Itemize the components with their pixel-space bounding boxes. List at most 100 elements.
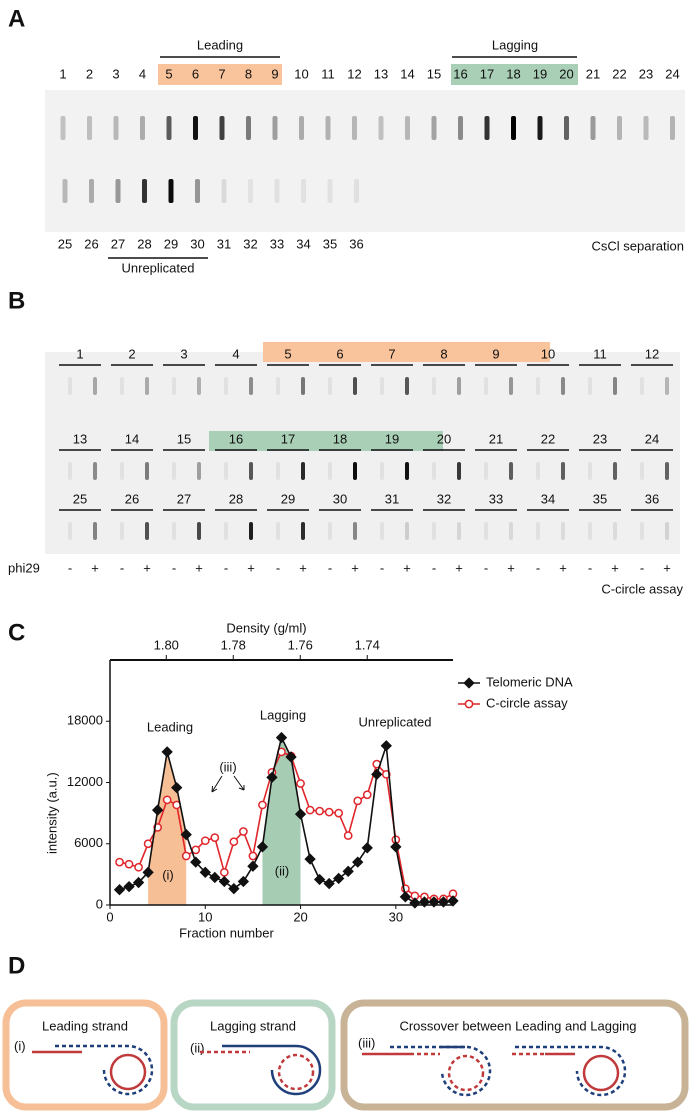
phi29-plus: + [195,560,203,575]
annotation: (iii) [219,759,236,774]
lane-number: 21 [586,66,600,81]
gel-band-minus [172,522,176,540]
gel-band-minus [172,377,176,395]
point [124,859,134,869]
lane-number: 34 [296,236,310,251]
lane-number: 1 [59,66,66,81]
point [463,677,475,689]
lane-number: 27 [177,491,191,506]
lane-number: 3 [180,346,187,361]
gel-band [301,377,305,395]
phi29-label: phi29 [8,560,40,575]
lane-number: 7 [218,66,225,81]
phi29-plus: + [299,560,307,575]
phi29-plus: + [559,560,567,575]
gel-band [509,462,513,480]
gel-band [509,377,513,395]
series-line [119,735,454,904]
gel-band [272,116,278,140]
gel-band [219,116,225,140]
gel-band [193,116,198,140]
gel-band-minus [276,377,280,395]
gel-band-minus [536,522,540,540]
lane-number: 2 [128,346,135,361]
gel-band [195,179,200,203]
point [209,871,221,884]
lane-number: 4 [139,66,146,81]
gel-band-minus [120,462,124,480]
caption: C-circle assay [601,581,683,596]
point [247,860,259,872]
x-tick-label: 0 [106,909,113,924]
lane-number: 14 [400,66,414,81]
lane-number: 14 [125,431,139,446]
gel-band-minus [224,377,228,395]
lane-number: 2 [86,66,93,81]
x-tick-label: 20 [293,909,307,924]
lane-number: 5 [284,346,291,361]
point [362,790,372,800]
gel-band [62,179,68,203]
gel-band [197,462,201,480]
lane-number: 28 [229,491,243,506]
point [219,867,229,877]
lane-number: 16 [229,431,243,446]
gel-band [115,179,121,203]
annotation-arrow [211,775,223,793]
gel-band [145,522,149,540]
x2-tick-label: 1.78 [221,637,246,652]
lane-number: 11 [321,66,335,81]
annotation-arrow [233,775,245,791]
gel-band [60,116,66,140]
y-tick-label: 18000 [67,713,103,728]
gel [45,90,685,232]
phi29-plus: + [143,560,151,575]
y-axis-title: intensity (a.u.) [44,772,59,854]
lane-number: 12 [645,346,659,361]
gel-band [145,377,149,395]
point [248,851,258,861]
gel-band-minus [68,462,72,480]
gel [45,352,680,554]
lane-number: 22 [612,66,626,81]
schematic [32,1044,627,1097]
gel-band-minus [640,377,644,395]
gel-band [352,116,357,140]
point [143,839,153,849]
point [275,731,288,744]
point [353,796,363,806]
gel-band [246,116,251,140]
phi29-plus: + [663,560,671,575]
gel-band-minus [224,462,228,480]
gel-band [564,116,569,140]
gel-band [670,116,675,140]
gel-band [299,116,304,140]
lagging-label: Lagging [492,37,538,52]
gel-band-minus [276,522,280,540]
lane-number: 32 [437,491,451,506]
gel-band [665,522,669,540]
gel-band [405,462,409,480]
gel-band [643,116,649,140]
gel-band [93,462,97,480]
gel-band [353,377,357,395]
lane-number: 9 [271,66,278,81]
lane-number: 12 [347,66,361,81]
gel-band [301,462,305,480]
gel-band-minus [224,522,228,540]
point [361,842,373,854]
point [334,808,344,818]
gel-band [93,522,97,540]
lane-number: 28 [137,236,151,251]
gel-band-minus [432,462,436,480]
x-tick-label: 30 [389,909,403,924]
lane-number: 9 [492,346,499,361]
lane-number: 18 [506,66,520,81]
panel-label: A [8,5,25,32]
point [324,807,334,817]
gel-band [168,179,174,203]
gel-band [484,116,490,140]
lane-number: 6 [192,66,199,81]
gel-band-minus [588,377,592,395]
lane-number: 3 [112,66,119,81]
